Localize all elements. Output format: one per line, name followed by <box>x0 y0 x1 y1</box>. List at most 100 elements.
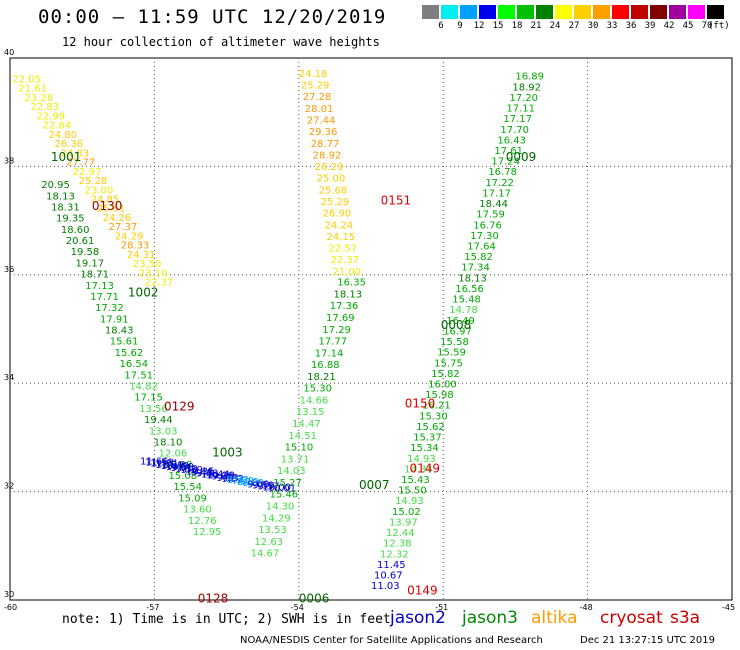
wave-height-value: 17.14 <box>315 348 344 359</box>
wave-height-value: 10.28 <box>206 471 235 482</box>
wave-height-value: 17.34 <box>461 263 490 274</box>
wave-height-value: 23.10 <box>139 268 168 279</box>
wave-height-value: 26.90 <box>323 209 352 220</box>
legend-swatch <box>422 5 439 19</box>
wave-height-value: 27.77 <box>67 158 96 169</box>
wave-height-value: 12.76 <box>188 516 217 527</box>
wave-height-value: 15.82 <box>464 252 493 263</box>
legend-swatch <box>555 5 572 19</box>
wave-height-value: 15.61 <box>110 337 139 348</box>
wave-height-value: 13.15 <box>296 407 325 418</box>
track-id-label: 0007 <box>359 478 390 492</box>
wave-height-value: 17.15 <box>134 393 163 404</box>
wave-height-value: 21.00 <box>332 267 361 278</box>
legend-swatch <box>631 5 648 19</box>
wave-height-value: 9.98 <box>211 472 233 483</box>
wave-height-value: 14.78 <box>449 305 478 316</box>
wave-height-value: 14.93 <box>395 496 424 507</box>
wave-height-value: 11.66 <box>140 457 169 468</box>
wave-height-value: 24.18 <box>299 69 328 80</box>
wave-height-value: 18.13 <box>458 273 487 284</box>
wave-height-value: 26.36 <box>55 139 84 150</box>
wave-height-value: 8.19 <box>237 477 259 488</box>
wave-height-value: 14.29 <box>262 513 291 524</box>
wave-height-value: 15.10 <box>285 443 314 454</box>
wave-height-value: 16.76 <box>473 220 502 231</box>
wave-height-value: 15.08 <box>168 471 197 482</box>
wave-height-value: 13.03 <box>149 426 178 437</box>
wave-height-value: 22.57 <box>329 244 358 255</box>
legend-label: 15 <box>492 21 504 31</box>
wave-height-value: 24.31 <box>127 250 156 261</box>
legend-label: 33 <box>606 21 618 31</box>
wave-height-value: 18.31 <box>51 202 80 213</box>
legend-swatch <box>688 5 705 19</box>
wave-height-value: 22.84 <box>42 121 71 132</box>
credit-timestamp: Dec 21 13:27:15 UTC 2019 <box>580 635 715 646</box>
legend-swatch <box>479 5 496 19</box>
legend-swatch <box>517 5 534 19</box>
wave-height-value: 15.82 <box>431 369 460 380</box>
wave-height-value: 16.89 <box>515 72 544 83</box>
legend-label: 27 <box>568 21 580 31</box>
wave-height-value: 18.10 <box>154 437 183 448</box>
wave-height-value: 17.91 <box>100 314 129 325</box>
wave-height-value: 10.67 <box>374 571 403 582</box>
wave-height-value: 16.54 <box>120 359 149 370</box>
legend-label: 18 <box>511 21 523 31</box>
wave-height-value: 16.78 <box>488 167 517 178</box>
satellite-altika: altika <box>531 608 578 628</box>
wave-height-value: 15.98 <box>425 390 454 401</box>
track-id-label: 0128 <box>198 592 229 606</box>
wave-height-value: 19.44 <box>144 415 173 426</box>
wave-height-value: 17.69 <box>326 313 355 324</box>
lon-tick-label: -51 <box>435 603 448 612</box>
lat-tick-label: 40 <box>4 48 14 57</box>
wave-height-value: 16.43 <box>497 135 526 146</box>
wave-height-value: 18.13 <box>46 191 75 202</box>
legend-label: 30 <box>587 21 599 31</box>
legend-swatch <box>498 5 515 19</box>
legend-label: 6 <box>438 21 444 31</box>
wave-height-value: 13.53 <box>258 525 287 536</box>
map-frame <box>9 57 733 601</box>
wave-height-value: 17.20 <box>509 93 538 104</box>
wave-height-value: 20.61 <box>66 236 95 247</box>
legend-swatch <box>650 5 667 19</box>
track-id-label: 1002 <box>128 285 159 299</box>
lat-tick-label: 34 <box>4 373 14 382</box>
wave-height-value: 18.60 <box>61 225 90 236</box>
wave-height-value: 10.49 <box>160 461 189 472</box>
legend-label: 70 <box>701 21 713 31</box>
wave-height-value: 11.31 <box>150 459 179 470</box>
wave-height-value: 15.43 <box>401 475 430 486</box>
track-id-label: 0130 <box>92 199 123 213</box>
wave-height-value: 17.30 <box>470 231 499 242</box>
wave-height-value: 15.34 <box>410 443 439 454</box>
legend-label: 42 <box>663 21 675 31</box>
legend-swatch <box>612 5 629 19</box>
wave-height-value: 18.44 <box>479 199 508 210</box>
lat-tick-label: 38 <box>4 156 14 165</box>
wave-height-value: 17.13 <box>85 281 114 292</box>
wave-height-value: 17.11 <box>506 104 535 115</box>
wave-height-value: 17.61 <box>494 146 523 157</box>
wave-height-value: 23.28 <box>24 93 53 104</box>
track-id-label: 0008 <box>441 318 472 332</box>
legend-label: 24 <box>549 21 561 31</box>
wave-height-value: 28.01 <box>305 104 334 115</box>
wave-height-value: 18.92 <box>512 82 541 93</box>
legend-label: 12 <box>473 21 485 31</box>
wave-height-value: 17.22 <box>485 178 514 189</box>
wave-height-value: 25.29 <box>301 81 330 92</box>
legend-unit: (ft) <box>708 21 730 31</box>
wave-height-value: 17.70 <box>500 125 529 136</box>
wave-height-value: 15.30 <box>419 411 448 422</box>
wave-height-value: 7.99 <box>232 476 254 487</box>
footnote: note: 1) Time is in UTC; 2) SWH is in fe… <box>62 612 391 627</box>
legend-swatch <box>441 5 458 19</box>
wave-height-value: 22.37 <box>145 278 174 289</box>
lon-tick-label: -48 <box>580 603 593 612</box>
wave-height-value: 9.57 <box>257 481 279 492</box>
